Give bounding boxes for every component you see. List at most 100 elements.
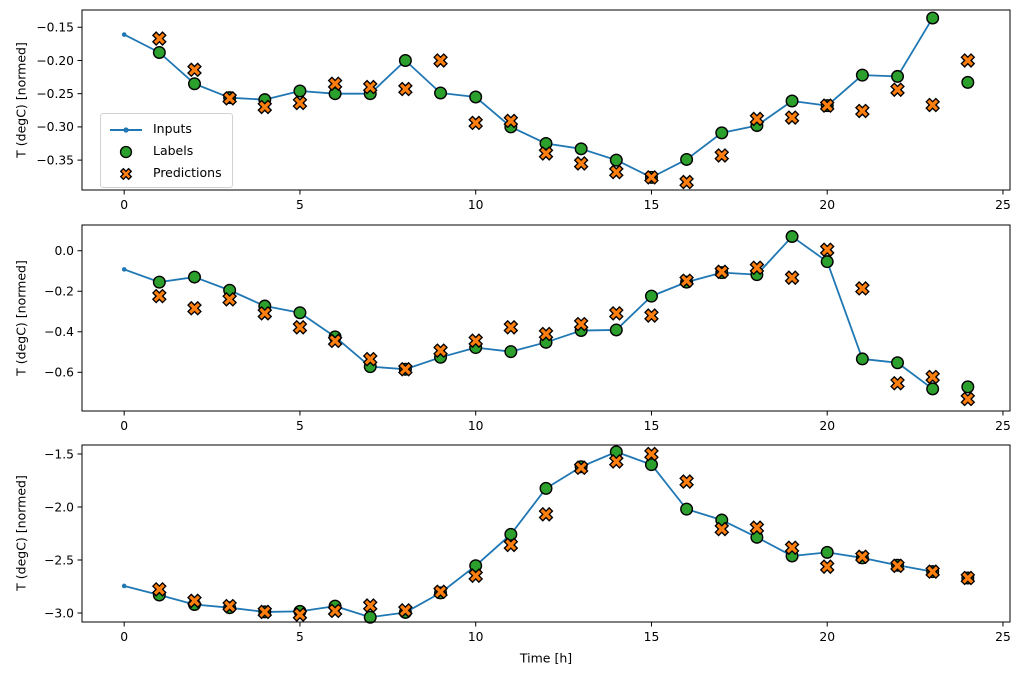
predictions-marker <box>222 90 238 106</box>
legend: Inputs Labels Predictions <box>100 113 233 188</box>
predictions-marker <box>925 97 941 113</box>
predictions-marker <box>573 316 589 332</box>
labels-marker <box>855 68 869 82</box>
predictions-marker <box>398 361 413 377</box>
inputs-line <box>123 450 933 619</box>
labels-marker <box>398 53 412 67</box>
predictions-marker <box>925 369 941 385</box>
x-tick-label: 5 <box>296 198 304 212</box>
predictions-marker <box>503 537 519 553</box>
predictions-marker <box>573 460 589 476</box>
predictions-marker <box>362 598 378 613</box>
x-tick-label: 25 <box>995 198 1011 212</box>
predictions-marker <box>362 79 378 95</box>
labels-marker <box>293 306 307 320</box>
y-tick-label: −2.5 <box>44 553 74 567</box>
predictions-marker <box>608 454 624 469</box>
predictions-marker <box>327 603 343 619</box>
y-axis-label-top: T (degC) [normed] <box>13 42 29 158</box>
predictions-marker <box>749 520 765 536</box>
predictions-marker <box>784 540 800 556</box>
inputs-marker <box>121 583 127 589</box>
predictions-marker <box>538 506 554 522</box>
predictions-marker <box>644 446 659 462</box>
predictions-marker <box>819 98 835 114</box>
x-tick-label: 25 <box>995 419 1011 433</box>
panel-frame <box>81 9 1011 191</box>
labels-marker <box>363 610 377 624</box>
labels-marker <box>820 545 834 559</box>
labels-circle-sample <box>119 145 133 158</box>
predictions-marker <box>784 270 800 286</box>
predictions-marker <box>819 559 835 575</box>
predictions-marker <box>679 174 694 190</box>
x-tick-label: 10 <box>468 630 484 644</box>
predictions-marker <box>292 319 308 335</box>
predictions-marker <box>222 291 238 307</box>
labels-marker <box>187 270 201 284</box>
predictions-marker <box>819 242 835 258</box>
y-tick-label: −3.0 <box>44 606 74 620</box>
panel-frame <box>81 224 1011 412</box>
labels-marker <box>187 77 201 91</box>
y-tick-label: −0.6 <box>44 366 74 380</box>
predictions-marker <box>714 521 730 537</box>
labels-marker <box>434 86 448 100</box>
inputs-line <box>123 17 934 179</box>
predictions-marker <box>714 148 730 163</box>
labels-circle-icon <box>108 144 144 158</box>
x-tick-label: 15 <box>644 630 660 644</box>
predictions-marker <box>925 564 941 580</box>
x-tick-label: 10 <box>468 419 484 433</box>
predictions-marker <box>257 99 273 115</box>
x-tick-label: 0 <box>120 630 128 644</box>
predictions-marker <box>187 300 202 316</box>
labels-marker <box>680 152 694 166</box>
predictions-marker <box>644 169 659 185</box>
predictions-marker <box>151 581 167 597</box>
legend-item-predictions: Predictions <box>108 164 222 181</box>
y-tick-label: −2.0 <box>44 500 74 514</box>
x-tick-label: 10 <box>468 198 484 212</box>
x-tick-label: 15 <box>644 419 660 433</box>
legend-label-inputs: Inputs <box>153 121 192 136</box>
labels-marker <box>820 255 834 269</box>
x-tick-label: 20 <box>819 419 835 433</box>
legend-item-labels: Labels <box>108 142 222 159</box>
inputs-marker <box>121 267 127 272</box>
y-axis-label-middle: T (degC) [normed] <box>13 260 29 376</box>
predictions-marker <box>292 607 308 622</box>
inputs-dot-sample <box>123 126 129 133</box>
x-tick-label: 15 <box>644 198 660 212</box>
predictions-marker <box>187 62 202 78</box>
panel-middle: 0 5 10 15 20 25 0.0 −0.2 −0.4 −0.6 <box>44 224 1011 433</box>
labels-marker <box>961 75 975 89</box>
labels-marker <box>926 382 940 396</box>
y-tick-label: −0.35 <box>36 153 74 167</box>
predictions-marker <box>960 53 976 68</box>
panel-bottom: 0 5 10 15 20 25 −1.5 −2.0 −2.5 −3.0 <box>44 444 1011 644</box>
predictions-marker <box>187 593 202 609</box>
predictions-marker <box>854 103 870 119</box>
labels-marker <box>891 69 905 83</box>
predictions-marker <box>503 113 519 129</box>
inputs-line-icon <box>108 122 144 136</box>
predictions-marker <box>679 273 694 289</box>
predictions-marker <box>854 549 870 565</box>
y-tick-label: −0.2 <box>44 285 74 299</box>
predictions-marker <box>327 333 343 349</box>
predictions-marker <box>468 333 484 349</box>
predictions-marker <box>292 95 308 111</box>
predictions-marker <box>433 584 448 600</box>
legend-label-predictions: Predictions <box>153 165 222 180</box>
x-tick-label: 5 <box>296 419 304 433</box>
predictions-marker <box>257 305 273 321</box>
y-tick-label: −0.25 <box>36 87 74 101</box>
predictions-marker <box>714 264 730 280</box>
predictions-marker <box>890 558 905 574</box>
predictions-marker <box>468 115 484 131</box>
y-tick-label: −1.5 <box>44 447 74 461</box>
y-tick-label: −0.20 <box>36 54 74 68</box>
